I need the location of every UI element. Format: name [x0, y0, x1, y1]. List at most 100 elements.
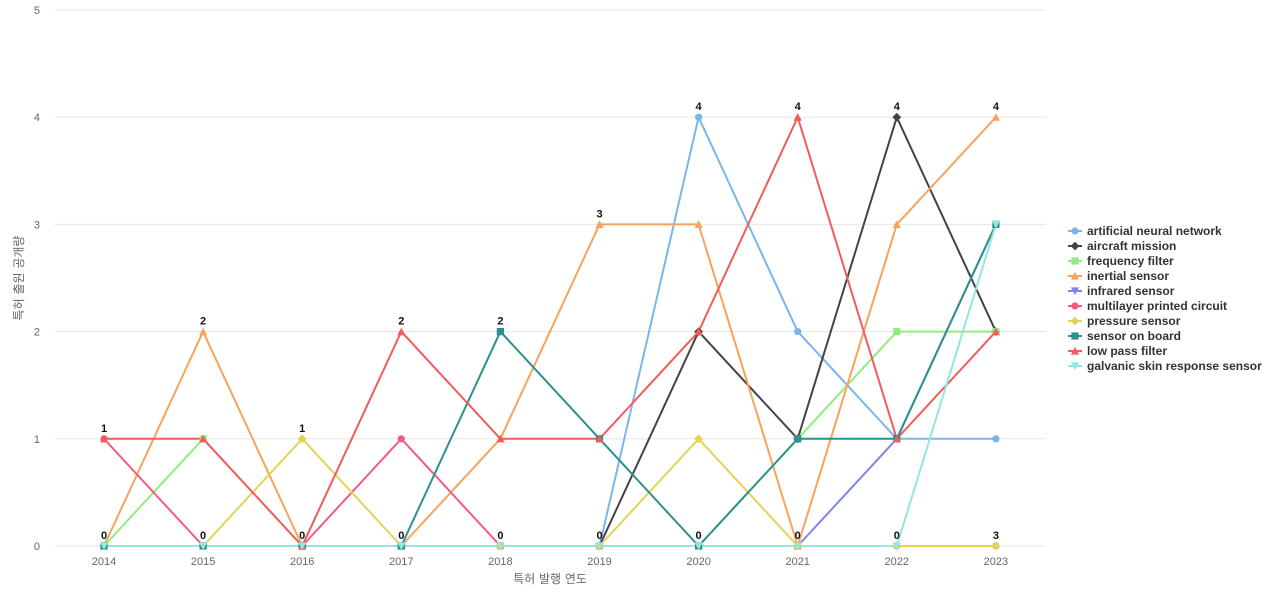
data-point — [199, 542, 208, 551]
legend-item[interactable]: aircraft mission — [1068, 239, 1176, 253]
legend-marker — [1070, 287, 1080, 296]
data-point — [893, 328, 901, 336]
legend-label: inertial sensor — [1087, 269, 1169, 283]
legend-item[interactable]: galvanic skin response sensor — [1068, 359, 1262, 373]
data-point — [199, 327, 208, 336]
data-label: 3 — [596, 208, 602, 220]
legend-item[interactable]: frequency filter — [1068, 254, 1174, 268]
x-tick-label: 2014 — [92, 556, 116, 568]
y-tick-label: 3 — [34, 219, 40, 231]
legend-marker — [1070, 271, 1080, 280]
legend-label: low pass filter — [1087, 344, 1167, 358]
data-label: 2 — [200, 316, 206, 328]
data-point — [99, 434, 109, 443]
data-label: 0 — [596, 530, 602, 542]
data-label: 4 — [993, 101, 1000, 113]
y-tick-label: 2 — [34, 327, 40, 339]
series-line — [103, 116, 997, 547]
data-point — [496, 542, 505, 551]
data-point — [199, 434, 208, 443]
data-point — [991, 541, 1001, 551]
data-label: 0 — [696, 530, 702, 542]
data-label: 1 — [299, 423, 305, 435]
y-axis-title: 특허 출원 공개량 — [12, 236, 26, 321]
data-point — [694, 542, 703, 551]
data-point — [595, 220, 604, 228]
legend-item[interactable]: infrared sensor — [1068, 284, 1175, 298]
legend-marker — [1071, 227, 1079, 235]
data-point — [991, 220, 1000, 229]
legend-label: infrared sensor — [1087, 284, 1175, 298]
x-tick-label: 2018 — [488, 556, 512, 568]
data-point — [992, 435, 1000, 443]
data-label: 2 — [398, 316, 404, 328]
legend-item[interactable]: pressure sensor — [1068, 314, 1181, 328]
series-line — [104, 223, 997, 547]
data-label: 3 — [993, 530, 999, 542]
data-point — [892, 542, 901, 551]
data-label: 4 — [894, 101, 901, 113]
data-label: 0 — [795, 530, 801, 542]
legend-marker — [1071, 257, 1079, 265]
legend-item[interactable]: multilayer printed circuit — [1068, 299, 1227, 313]
x-axis-ticks: 2014 2015 2016 2017 2018 2019 2020 2021 2022 2023 — [92, 556, 1008, 568]
x-tick-label: 2021 — [785, 556, 809, 568]
data-label: 0 — [398, 530, 404, 542]
data-label: 0 — [497, 530, 503, 542]
data-point — [496, 328, 504, 336]
legend-item[interactable]: sensor on board — [1068, 329, 1181, 343]
data-point — [595, 434, 604, 443]
legend-item[interactable]: inertial sensor — [1068, 269, 1169, 283]
legend-item[interactable]: artificial neural network — [1068, 224, 1222, 238]
data-point — [694, 327, 703, 336]
data-point — [794, 435, 802, 443]
legend-item[interactable]: low pass filter — [1068, 344, 1167, 358]
x-tick-label: 2019 — [587, 556, 611, 568]
y-tick-label: 0 — [34, 541, 40, 553]
data-point — [298, 542, 307, 551]
y-tick-label: 5 — [34, 5, 40, 17]
legend-marker — [1070, 241, 1080, 251]
x-tick-label: 2017 — [389, 556, 413, 568]
data-point — [695, 113, 703, 121]
legend-label: frequency filter — [1087, 254, 1174, 268]
data-point — [397, 327, 406, 336]
grid-lines — [55, 9, 1046, 547]
data-labels: 1 0 2 0 1 0 2 0 2 0 3 0 4 0 4 0 4 0 4 3 — [101, 101, 1000, 542]
data-point — [397, 542, 406, 551]
data-label: 0 — [101, 530, 107, 542]
data-label: 1 — [101, 423, 107, 435]
legend-marker — [1071, 332, 1079, 340]
y-tick-label: 4 — [34, 112, 40, 124]
data-point — [99, 542, 109, 551]
data-point — [794, 328, 802, 336]
data-point — [793, 113, 802, 121]
data-label: 0 — [894, 530, 900, 542]
data-point — [694, 220, 703, 228]
data-label: 0 — [200, 530, 206, 542]
data-point — [892, 112, 902, 122]
legend-label: multilayer printed circuit — [1087, 299, 1227, 313]
data-point — [397, 435, 405, 443]
data-point — [892, 434, 901, 443]
data-label: 4 — [795, 101, 802, 113]
series-line — [103, 437, 996, 547]
legend-marker — [1071, 302, 1079, 310]
legend-label: pressure sensor — [1087, 314, 1181, 328]
data-point — [496, 434, 505, 443]
x-axis-title: 특허 발행 연도 — [513, 571, 587, 586]
data-point — [793, 542, 802, 551]
data-point — [991, 113, 1000, 121]
x-tick-label: 2020 — [686, 556, 710, 568]
x-tick-label: 2016 — [290, 556, 314, 568]
data-label: 0 — [299, 530, 305, 542]
legend-marker — [1070, 362, 1080, 371]
data-point — [694, 434, 703, 444]
x-tick-label: 2015 — [191, 556, 215, 568]
data-point — [991, 327, 1000, 336]
data-label: 2 — [497, 316, 503, 328]
legend-label: artificial neural network — [1087, 224, 1222, 238]
